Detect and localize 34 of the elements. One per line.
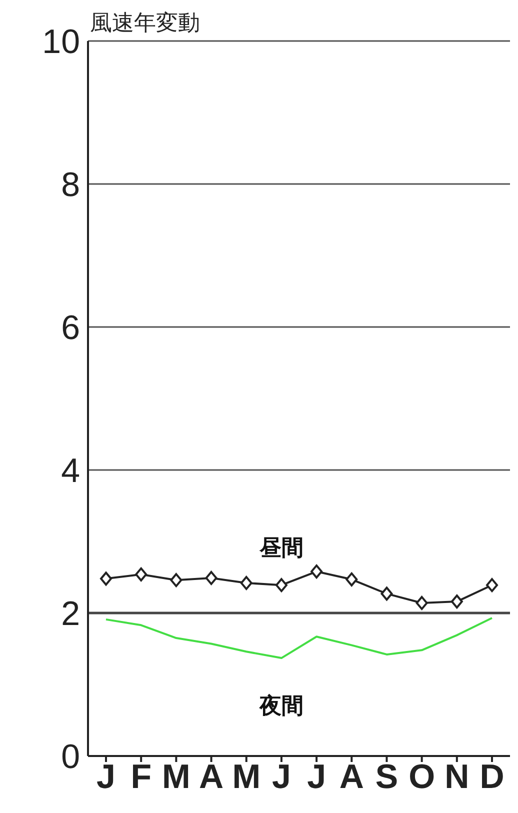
point	[205, 570, 218, 585]
y-tick-label: 2	[61, 595, 80, 634]
point	[450, 594, 463, 609]
x-tick-label: J	[272, 758, 291, 796]
y-tick-label: 0	[61, 738, 80, 776]
y-tick-label: 4	[61, 452, 80, 490]
x-tick-label: N	[444, 758, 470, 796]
x-tick-label: M	[232, 758, 261, 796]
x-tick-label: O	[408, 758, 436, 796]
point	[416, 596, 428, 610]
y-tick-label: 10	[42, 23, 80, 62]
point	[275, 578, 288, 592]
chart-title: 風速年変動	[90, 9, 200, 37]
x-tick-label: D	[480, 758, 504, 796]
x-tick-label: A	[339, 758, 364, 796]
x-tick-label: J	[307, 758, 326, 796]
x-tick-label: S	[375, 758, 398, 796]
point	[240, 576, 252, 590]
y-tick-label: 6	[61, 309, 80, 348]
point	[100, 572, 112, 586]
series-label: 夜間	[258, 693, 304, 718]
x-tick-label: A	[198, 758, 224, 796]
point	[135, 567, 148, 582]
series-label: 昼間	[258, 535, 304, 560]
line-series	[105, 617, 493, 660]
x-tick-label: J	[96, 758, 116, 796]
point	[380, 586, 393, 601]
point	[346, 572, 358, 586]
point	[310, 564, 323, 579]
point	[170, 573, 182, 588]
point	[486, 578, 498, 592]
x-tick-label: F	[130, 758, 152, 796]
y-tick-label: 8	[61, 166, 80, 204]
x-tick-label: M	[162, 758, 190, 796]
